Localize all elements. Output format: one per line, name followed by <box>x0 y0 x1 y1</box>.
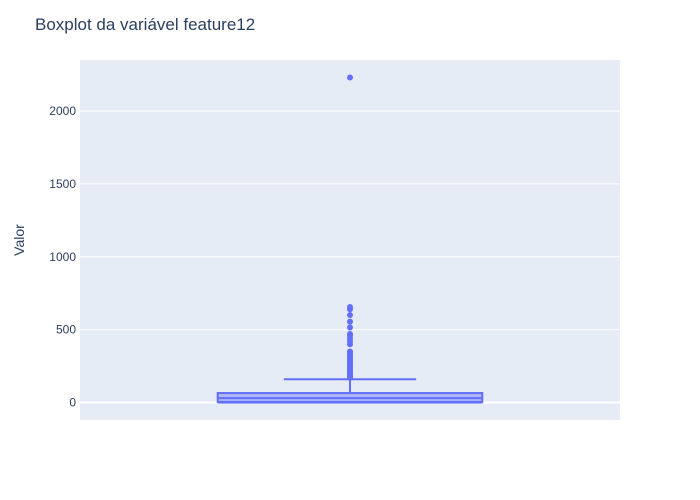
y-tick-label: 0 <box>69 396 76 410</box>
box-plot <box>216 378 484 404</box>
outlier-points <box>347 74 353 381</box>
y-tick-label: 1500 <box>49 177 76 191</box>
y-tick-label: 500 <box>56 323 76 337</box>
outlier-point <box>347 74 353 81</box>
y-tick-labels: 0 500 1000 1500 2000 <box>49 104 76 409</box>
chart-title: Boxplot da variável feature12 <box>35 15 255 34</box>
y-axis-label: Valor <box>11 224 27 256</box>
outlier-point <box>347 324 353 331</box>
y-tick-label: 1000 <box>49 250 76 264</box>
outlier-point <box>347 312 353 319</box>
outlier-point <box>347 318 353 325</box>
outlier-point <box>347 304 353 311</box>
outlier-point <box>347 331 353 338</box>
outlier-point <box>347 348 353 355</box>
y-tick-label: 2000 <box>49 104 76 118</box>
